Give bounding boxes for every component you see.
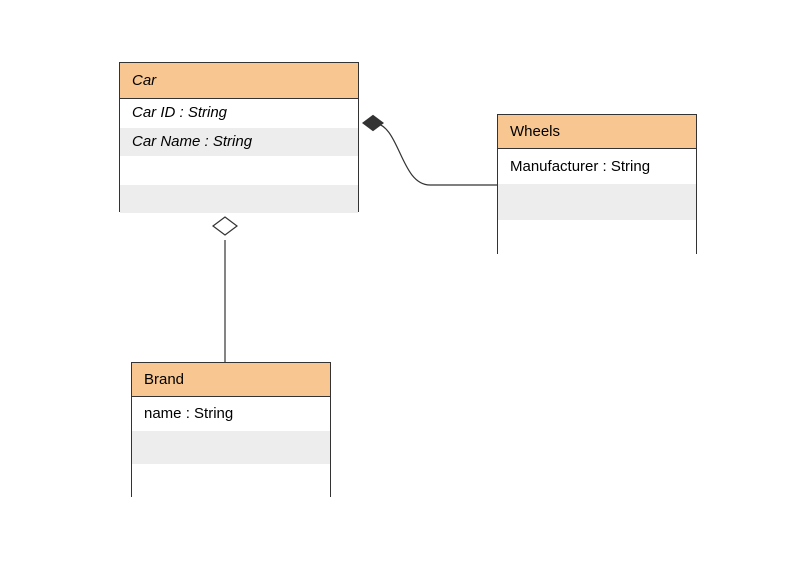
aggregation-diamond-icon xyxy=(213,217,237,235)
class-wheels-title: Wheels xyxy=(498,115,696,149)
class-brand-attr-1 xyxy=(132,431,330,465)
class-brand-title: Brand xyxy=(132,363,330,397)
class-car-attributes: Car ID : StringCar Name : String xyxy=(120,99,358,213)
composition-diamond-icon xyxy=(363,116,383,131)
class-wheels[interactable]: Wheels Manufacturer : String xyxy=(497,114,697,254)
class-brand-attr-2 xyxy=(132,464,330,498)
class-car-attr-2 xyxy=(120,156,358,185)
class-wheels-attr-0: Manufacturer : String xyxy=(498,149,696,184)
connectors-layer xyxy=(0,0,785,566)
car-to-wheels-composition xyxy=(363,116,497,186)
class-brand-attr-0: name : String xyxy=(132,397,330,431)
class-car[interactable]: Car Car ID : StringCar Name : String xyxy=(119,62,359,212)
class-brand[interactable]: Brand name : String xyxy=(131,362,331,497)
class-car-title: Car xyxy=(120,63,358,99)
composition-path xyxy=(373,123,497,185)
class-car-attr-1: Car Name : String xyxy=(120,128,358,157)
class-brand-attributes: name : String xyxy=(132,397,330,498)
car-to-brand-aggregation xyxy=(213,217,237,362)
class-wheels-attr-1 xyxy=(498,184,696,219)
class-wheels-attr-2 xyxy=(498,220,696,255)
class-car-attr-0: Car ID : String xyxy=(120,99,358,128)
class-car-attr-3 xyxy=(120,185,358,214)
class-wheels-attributes: Manufacturer : String xyxy=(498,149,696,255)
